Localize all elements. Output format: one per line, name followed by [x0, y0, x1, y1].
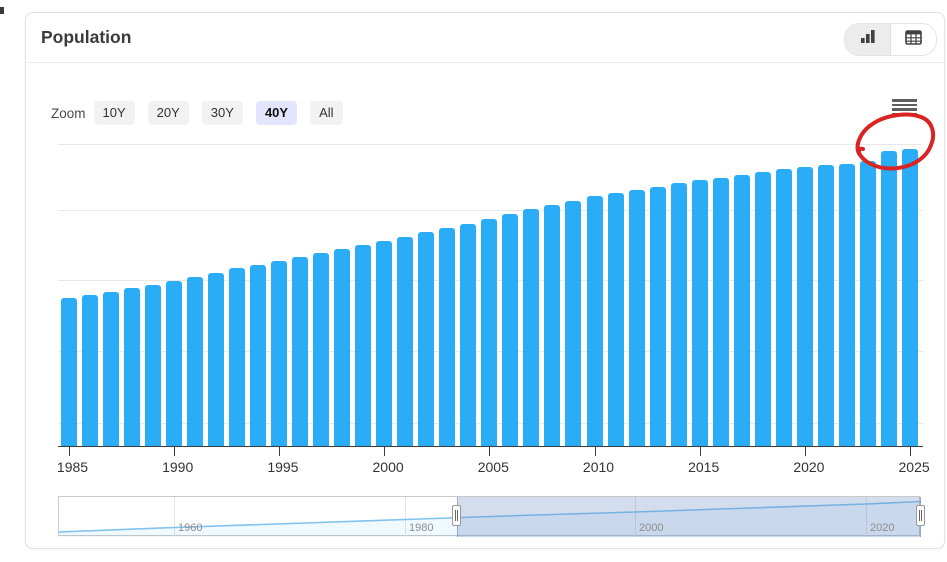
bar-2014[interactable]: [670, 183, 687, 446]
gridline: [58, 144, 923, 145]
bar-2011[interactable]: [607, 193, 624, 446]
bar-chart-icon: [860, 30, 876, 49]
bar-2008[interactable]: [544, 205, 561, 446]
bar-2023[interactable]: [860, 160, 877, 446]
bar-2009[interactable]: [565, 200, 582, 446]
navigator-gridline: [174, 497, 175, 537]
bar-1996[interactable]: [291, 257, 308, 446]
x-axis-tick: [278, 447, 280, 456]
bar-2007[interactable]: [523, 209, 540, 446]
bar-1997[interactable]: [312, 253, 329, 446]
view-toggle: [844, 23, 937, 56]
bar-2004[interactable]: [460, 223, 477, 446]
bar-1993[interactable]: [228, 268, 245, 446]
x-axis-tick: [68, 447, 70, 456]
bar-2021[interactable]: [817, 165, 834, 446]
navigator-label-1980: 1980: [409, 522, 434, 534]
navigator-gridline: [405, 497, 406, 537]
zoom-button-40y[interactable]: 40Y: [255, 101, 298, 125]
zoom-button-20y[interactable]: 20Y: [147, 101, 189, 125]
x-axis-tick: [804, 447, 806, 456]
navigator-right-handle[interactable]: [916, 505, 925, 526]
bar-2016[interactable]: [712, 177, 729, 446]
navigator-label-1960: 1960: [178, 522, 203, 534]
navigator-gridline: [635, 497, 636, 537]
bar-2022[interactable]: [838, 163, 855, 446]
bar-2018[interactable]: [754, 172, 771, 446]
x-axis-tick: [594, 447, 596, 456]
handle-grip-icon: [455, 510, 458, 521]
bar-1999[interactable]: [355, 244, 372, 446]
bar-2010[interactable]: [586, 196, 603, 446]
bar-1991[interactable]: [186, 276, 203, 446]
bar-1998[interactable]: [334, 248, 351, 446]
x-axis-tick: [699, 447, 701, 456]
bar-1990[interactable]: [165, 281, 182, 446]
bar-2017[interactable]: [733, 174, 750, 446]
x-axis-tick: [173, 447, 175, 456]
navigator-gridline: [866, 497, 867, 537]
x-axis-label-1985: 1985: [56, 459, 89, 475]
x-axis-line: [58, 446, 923, 447]
navigator[interactable]: 1960 1980 2000 2020: [58, 496, 925, 537]
x-axis-label-2000: 2000: [372, 459, 404, 475]
x-axis-label-2005: 2005: [477, 459, 509, 475]
bar-2005[interactable]: [481, 219, 498, 446]
table-icon: [905, 29, 922, 50]
x-axis-tick: [384, 447, 386, 456]
x-axis-tick: [910, 447, 912, 456]
x-axis-label-2020: 2020: [793, 459, 825, 475]
bar-2003[interactable]: [439, 228, 456, 446]
bar-1992[interactable]: [207, 272, 224, 446]
bar-2019[interactable]: [775, 169, 792, 446]
bar-1994[interactable]: [249, 264, 266, 446]
bar-1988[interactable]: [123, 288, 140, 446]
gridline: [58, 210, 923, 211]
bar-1989[interactable]: [144, 285, 161, 446]
x-axis-tick: [489, 447, 491, 456]
bar-2002[interactable]: [418, 232, 435, 446]
hamburger-menu-icon[interactable]: [892, 99, 917, 117]
bar-2025[interactable]: [902, 148, 919, 446]
x-axis-label-1995: 1995: [267, 459, 299, 475]
x-axis-label-2025: 2025: [898, 459, 930, 475]
navigator-label-2020: 2020: [870, 522, 895, 534]
table-view-button[interactable]: [890, 24, 936, 55]
x-axis-label-2015: 2015: [688, 459, 720, 475]
screenshot-edge-artifact: [0, 7, 4, 14]
x-axis-label-2010: 2010: [582, 459, 615, 475]
chart-view-button[interactable]: [845, 24, 890, 55]
navigator-label-2000: 2000: [639, 522, 664, 534]
zoom-button-10y[interactable]: 10Y: [93, 101, 135, 125]
bar-2020[interactable]: [796, 166, 813, 446]
bar-2024[interactable]: [881, 151, 898, 446]
bar-1985[interactable]: [60, 298, 77, 446]
handle-grip-icon: [919, 510, 922, 521]
bar-1995[interactable]: [270, 261, 287, 446]
page-title: Population: [41, 27, 132, 47]
zoom-label: Zoom: [51, 105, 86, 121]
bar-2001[interactable]: [397, 236, 414, 446]
bar-2000[interactable]: [376, 241, 393, 446]
bar-1987[interactable]: [102, 291, 119, 446]
bar-2015[interactable]: [691, 180, 708, 446]
navigator-series-line: [59, 500, 921, 537]
bar-2006[interactable]: [502, 213, 519, 446]
navigator-left-handle[interactable]: [452, 505, 461, 526]
bar-2013[interactable]: [649, 186, 666, 446]
population-card: Population: [25, 12, 945, 549]
bar-2012[interactable]: [628, 189, 645, 446]
x-axis-label-1990: 1990: [162, 459, 194, 475]
navigator-selected-range[interactable]: [457, 497, 921, 537]
bar-1986[interactable]: [81, 294, 98, 446]
range-selector: Zoom 10Y 20Y 30Y 40Y All: [51, 101, 356, 125]
card-header: Population: [26, 13, 944, 63]
zoom-button-30y[interactable]: 30Y: [201, 101, 243, 125]
zoom-button-all[interactable]: All: [310, 101, 343, 125]
